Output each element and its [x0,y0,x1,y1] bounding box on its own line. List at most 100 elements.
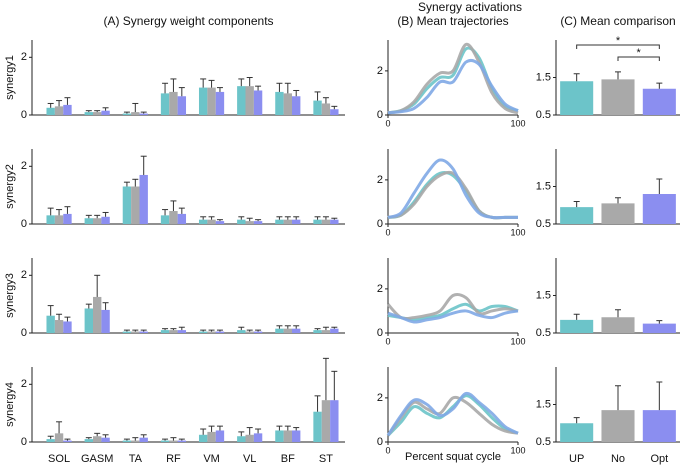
bar [275,91,284,115]
bar [275,328,284,333]
bar [207,87,216,115]
x-tick-label: Opt [650,453,668,465]
y-tick-label: 1.5 [536,180,551,192]
x-tick-label: 100 [510,227,525,237]
y-tick-label: 2 [377,174,383,186]
y-tick-label: 2 [377,283,383,295]
bar [313,330,322,333]
y-tick-label: 0 [377,109,383,121]
bar [237,219,246,224]
bar [131,331,140,333]
trajectory [386,395,519,437]
significance-bracket [617,56,660,61]
bar [253,331,263,333]
bar [122,440,132,442]
bar [63,440,72,442]
bar [160,215,170,224]
bar [275,430,284,442]
bar [215,91,225,115]
bar [642,88,676,115]
bar [131,112,140,115]
x-tick-label: 100 [510,445,525,455]
bar [160,440,170,442]
x-tick-label: 0 [385,445,390,455]
y-tick-label: 0 [377,327,383,339]
bar [245,221,254,224]
bar [601,203,635,224]
bar [321,103,331,115]
trajectory [386,391,519,437]
bar [560,423,594,442]
bar [292,430,301,442]
bar [54,433,64,442]
y-tick-label: 0.5 [536,327,551,339]
bar [101,216,110,224]
bar [198,87,208,115]
bar [177,440,187,442]
trajectory [387,58,519,115]
bar [253,90,263,115]
x-tick-label: ST [319,453,333,465]
x-tick-label: BF [281,453,295,465]
y-tick-label: 2 [21,269,27,281]
bar [237,436,246,442]
bar [169,211,178,224]
bar [215,331,225,333]
trajectory [387,309,519,324]
bar [54,320,64,333]
y-tick-label: 2 [377,65,383,77]
bar [54,215,64,224]
bar [292,219,301,224]
bar [313,219,322,224]
y-axis-label: synergy4 [4,382,16,427]
bar [122,113,132,115]
bar [207,331,216,333]
bar [237,86,246,115]
bar [46,107,55,115]
y-axis-label: synergy1 [4,55,16,100]
bar [169,91,178,115]
bar [139,437,148,442]
bar [177,213,187,224]
bar [601,79,635,115]
bar [46,215,55,224]
bar [122,331,132,333]
bar [253,221,263,224]
bar [169,440,178,442]
x-tick-label: RF [166,453,181,465]
bar [253,433,263,442]
bar [92,112,102,115]
y-tick-label: 1.5 [536,289,551,301]
bar [245,331,254,333]
bar [177,96,187,115]
bar [275,219,284,224]
bar [84,112,93,115]
bar [131,186,140,224]
x-tick-label: VM [203,453,220,465]
bar [283,430,293,442]
y-tick-label: 0.5 [536,109,551,121]
bar [92,296,102,333]
bar [321,330,331,333]
x-tick-label: 0 [385,118,390,128]
y-tick-label: 0 [21,218,27,230]
bar [642,194,676,224]
y-tick-label: 1.5 [536,71,551,83]
y-tick-label: 2 [21,378,27,390]
bar [237,330,246,333]
bar [63,213,72,224]
bar [177,330,187,333]
y-tick-label: 0 [21,109,27,121]
bar [84,439,93,442]
bar [139,331,148,333]
bar [560,81,594,115]
bar [101,110,110,115]
x-axis-label: Percent squat cycle [405,451,501,463]
bar [642,323,676,333]
bar [160,93,170,115]
trajectory [387,42,519,115]
bar [84,218,93,224]
bar [131,440,140,442]
bar [63,321,72,333]
y-axis-label: synergy2 [4,164,16,209]
